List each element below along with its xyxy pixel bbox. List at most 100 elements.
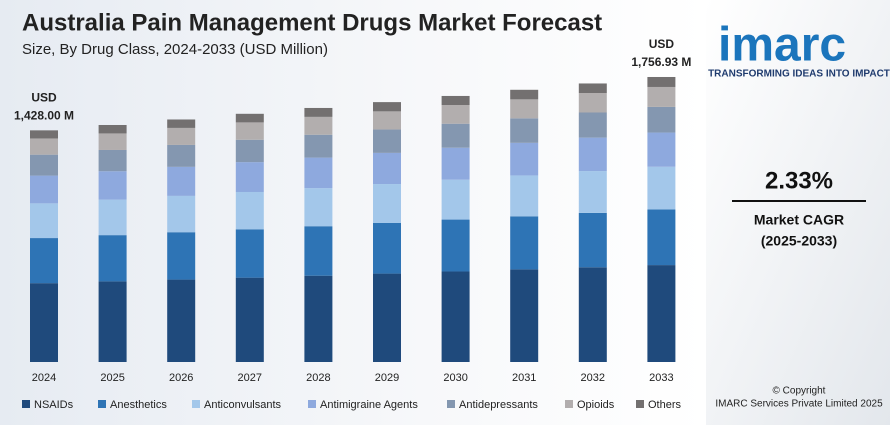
bar-segment — [510, 175, 539, 217]
x-tick-label: 2028 — [306, 372, 330, 384]
tagline: TRANSFORMING IDEAS INTO IMPACT — [708, 69, 890, 80]
bar-segment — [441, 123, 470, 148]
bar-segment — [373, 129, 401, 153]
cagr-value: 2.33% — [765, 167, 833, 194]
bar-segment — [441, 95, 470, 106]
bar-segment — [578, 212, 607, 268]
total-label: 1,756.93 M — [631, 55, 691, 69]
bar-segment — [510, 118, 539, 143]
bar-segment — [578, 93, 607, 113]
total-unit: USD — [649, 37, 675, 51]
bar-segment — [167, 119, 196, 128]
bar-segment — [304, 275, 333, 362]
bar-segment — [304, 107, 333, 117]
total-label: 1,428.00 M — [14, 109, 74, 123]
bar-segment — [98, 235, 127, 282]
bar-segment — [510, 269, 539, 362]
chart-title: Australia Pain Management Drugs Market F… — [22, 9, 602, 36]
legend-swatch — [98, 400, 106, 408]
bar-segment — [235, 113, 264, 123]
bar-segment — [647, 106, 676, 133]
bar-segment — [30, 283, 58, 362]
bar-segment — [304, 188, 333, 227]
x-tick-label: 2027 — [238, 372, 262, 384]
company: IMARC Services Private Limited 2025 — [715, 399, 883, 410]
bar-segment — [167, 166, 196, 196]
logo: imarc — [718, 19, 846, 72]
x-tick-label: 2031 — [512, 372, 536, 384]
x-tick-label: 2032 — [581, 372, 605, 384]
bar-segment — [98, 149, 127, 172]
bar-segment — [98, 281, 127, 362]
bar-segment — [30, 130, 58, 139]
bar-segment — [510, 142, 539, 176]
bar-segment — [98, 133, 127, 150]
bar-segment — [30, 203, 58, 239]
legend-label: Anesthetics — [110, 399, 167, 411]
bar-segment — [441, 105, 470, 124]
bar-segment — [235, 139, 264, 163]
bar-segment — [373, 102, 401, 112]
bar-segment — [578, 267, 607, 362]
bar-segment — [647, 132, 676, 167]
bar-segment — [167, 127, 196, 145]
bar-segment — [647, 166, 676, 210]
bar-segment — [235, 162, 264, 192]
bar-segment — [235, 122, 264, 140]
bar-segment — [30, 138, 58, 155]
cagr-period: (2025-2033) — [761, 233, 837, 249]
bar-segment — [98, 124, 127, 134]
x-tick-label: 2026 — [169, 372, 193, 384]
bar-segment — [578, 171, 607, 213]
x-tick-label: 2029 — [375, 372, 399, 384]
total-unit: USD — [31, 91, 57, 105]
bar-segment — [373, 111, 401, 130]
bar-segment — [235, 191, 264, 230]
bar-segment — [167, 144, 196, 167]
bar-segment — [647, 76, 676, 87]
bar-segment — [30, 154, 58, 176]
legend-label: Antimigraine Agents — [320, 399, 418, 411]
legend-swatch — [22, 400, 30, 408]
legend-swatch — [192, 400, 200, 408]
bar-segment — [304, 134, 333, 158]
bar-segment — [304, 116, 333, 135]
legend-label: Antidepressants — [459, 399, 538, 411]
x-tick-label: 2030 — [443, 372, 467, 384]
x-tick-label: 2024 — [32, 372, 56, 384]
bar-segment — [578, 112, 607, 138]
bar-segment — [578, 83, 607, 94]
legend-swatch — [308, 400, 316, 408]
bar-segment — [510, 89, 539, 100]
legend-swatch — [565, 400, 573, 408]
x-tick-label: 2033 — [649, 372, 673, 384]
bar-segment — [304, 157, 333, 189]
bar-segment — [373, 184, 401, 223]
bar-segment — [167, 279, 196, 362]
bar-segment — [441, 179, 470, 220]
bar-segment — [373, 222, 401, 274]
legend-label: Opioids — [577, 399, 615, 411]
legend-label: NSAIDs — [34, 399, 74, 411]
legend-swatch — [447, 400, 455, 408]
bar-segment — [373, 273, 401, 362]
bar-segment — [441, 147, 470, 180]
bar-segment — [304, 226, 333, 276]
legend-label: Others — [648, 399, 682, 411]
chart-subtitle: Size, By Drug Class, 2024-2033 (USD Mill… — [22, 41, 328, 58]
copyright: © Copyright — [773, 386, 826, 397]
bar-segment — [30, 238, 58, 284]
bar-segment — [510, 216, 539, 270]
bar-segment — [167, 195, 196, 233]
bar-segment — [647, 265, 676, 362]
bar-segment — [510, 99, 539, 119]
bar-segment — [235, 277, 264, 362]
legend-swatch — [636, 400, 644, 408]
bar-segment — [647, 209, 676, 266]
side-background — [706, 0, 890, 425]
bar-segment — [98, 199, 127, 236]
bar-segment — [373, 152, 401, 185]
cagr-label: Market CAGR — [754, 212, 844, 228]
legend-label: Anticonvulsants — [204, 399, 282, 411]
